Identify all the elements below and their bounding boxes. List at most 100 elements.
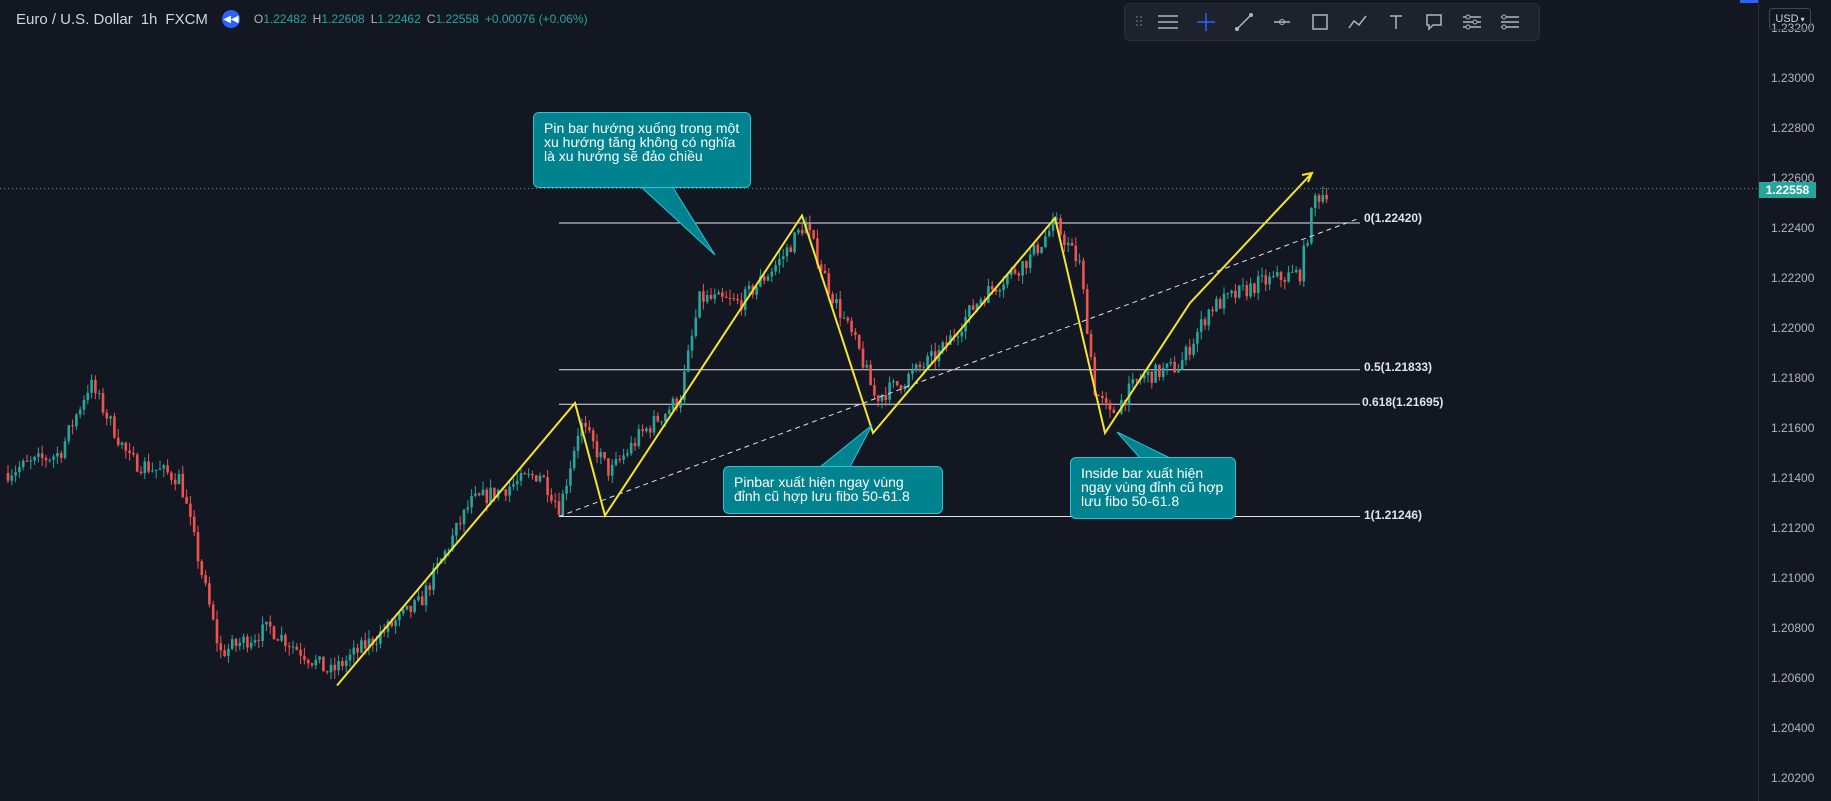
candle-body — [310, 663, 314, 666]
drawing-toolbar: ⠿ — [1124, 3, 1540, 41]
callout-icon[interactable] — [1417, 7, 1451, 37]
candle-body — [565, 485, 568, 494]
candle-body — [736, 299, 739, 301]
candle-body — [1013, 269, 1017, 274]
candle-body — [394, 620, 397, 627]
candle-body — [382, 631, 386, 633]
fib-level-0.5-label: 0.5(1.21833) — [1364, 360, 1433, 374]
candle-body — [755, 286, 758, 295]
candle-body — [166, 465, 169, 473]
candle-body — [534, 475, 538, 482]
horizontal-lines-icon[interactable] — [1151, 7, 1185, 37]
candle-body — [420, 596, 424, 606]
candle-body — [1192, 343, 1195, 355]
currency-selector[interactable]: USD ▾ — [1769, 8, 1811, 30]
candle-body — [287, 645, 291, 647]
candle-body — [1275, 272, 1279, 277]
candle-body — [994, 289, 998, 292]
candle-body — [284, 634, 287, 646]
price-axis[interactable]: 1.23200 1.23000 1.22800 1.22600 1.22400 1.222… — [1758, 0, 1831, 801]
candle-body — [1047, 230, 1051, 237]
settings-sliders-icon[interactable] — [1455, 7, 1489, 37]
trend-line-icon[interactable] — [1227, 7, 1261, 37]
candle-body — [306, 659, 310, 664]
candle-body — [728, 297, 732, 299]
candle-body — [1055, 218, 1059, 220]
candle-body — [854, 332, 857, 335]
candle-body — [299, 649, 302, 656]
candle-body — [1230, 290, 1233, 294]
candle-body — [1009, 269, 1013, 276]
candle-body — [945, 342, 948, 345]
candle-body — [25, 460, 29, 462]
callout-pin-bar[interactable]: Pin bar hướng xuống trong một xu hướng t… — [533, 112, 751, 188]
candle-body — [599, 452, 603, 458]
low-label: L — [370, 12, 378, 26]
candle-body — [1161, 367, 1165, 377]
fib-level-1-label: 1(1.21246) — [1364, 508, 1423, 522]
callout-pinbar-zone[interactable]: Pinbar xuất hiện ngay vùng đỉnh cũ hợp l… — [723, 466, 943, 514]
candle-body — [375, 643, 378, 645]
candle-body — [914, 364, 918, 370]
candle-body — [797, 229, 800, 233]
candle-body — [899, 385, 903, 390]
candle-body — [705, 294, 709, 302]
horizontal-ray-icon[interactable] — [1265, 7, 1299, 37]
more-options-icon[interactable] — [1493, 7, 1527, 37]
candle-body — [664, 413, 667, 422]
candle-body — [1215, 298, 1218, 312]
candle-body — [1245, 285, 1249, 297]
candle-body — [268, 621, 272, 627]
candle-body — [466, 507, 470, 510]
candle-body — [18, 467, 21, 473]
candle-body — [884, 394, 888, 400]
candle-body — [732, 298, 736, 300]
price-axis-label: 1.22800 — [1771, 121, 1815, 135]
rectangle-icon[interactable] — [1303, 7, 1337, 37]
candle-body — [622, 455, 625, 460]
path-icon[interactable] — [1341, 7, 1375, 37]
candle-body — [344, 660, 348, 667]
candle-body — [823, 270, 827, 274]
candle-body — [1051, 218, 1055, 231]
candle-body — [1207, 309, 1211, 326]
candle-body — [63, 441, 67, 458]
crosshair-icon[interactable] — [1189, 7, 1223, 37]
candle-body — [762, 276, 766, 281]
candle-body — [1089, 333, 1093, 357]
candle-body — [1173, 361, 1176, 373]
callout-inside-bar[interactable]: Inside bar xuất hiện ngay vùng đỉnh cũ h… — [1070, 457, 1236, 519]
grip-icon[interactable]: ⠿ — [1133, 13, 1145, 30]
candle-body — [367, 638, 371, 649]
candle-body — [1184, 346, 1188, 361]
candle-body — [113, 416, 116, 438]
candle-body — [1135, 379, 1138, 381]
candle-body — [1188, 346, 1192, 355]
candle-body — [158, 468, 162, 470]
candle-body — [743, 289, 747, 310]
candle-body — [1017, 273, 1021, 276]
candle-body — [1142, 375, 1146, 379]
symbol-name[interactable]: Euro / U.S. Dollar — [16, 10, 133, 28]
chart-area[interactable] — [0, 0, 1758, 801]
candle-body — [90, 379, 93, 393]
candle-body — [1101, 395, 1104, 399]
candle-body — [139, 471, 143, 474]
candle-body — [694, 317, 698, 336]
candle-body — [1158, 364, 1161, 377]
text-icon[interactable] — [1379, 7, 1413, 37]
candle-body — [333, 664, 337, 671]
candle-body — [895, 380, 899, 386]
interval[interactable]: 1h — [140, 10, 158, 28]
price-chart[interactable] — [0, 0, 1758, 801]
replay-icon[interactable]: ◀◀ — [221, 10, 240, 28]
candle-body — [671, 398, 675, 410]
callout-tail-inside-bar — [1116, 431, 1171, 459]
candle-body — [903, 386, 907, 390]
candle-body — [610, 464, 614, 476]
candle-body — [1306, 243, 1309, 246]
candle-body — [181, 473, 185, 498]
candle-body — [1218, 298, 1222, 309]
candle-body — [831, 294, 834, 304]
candle-body — [272, 626, 276, 640]
